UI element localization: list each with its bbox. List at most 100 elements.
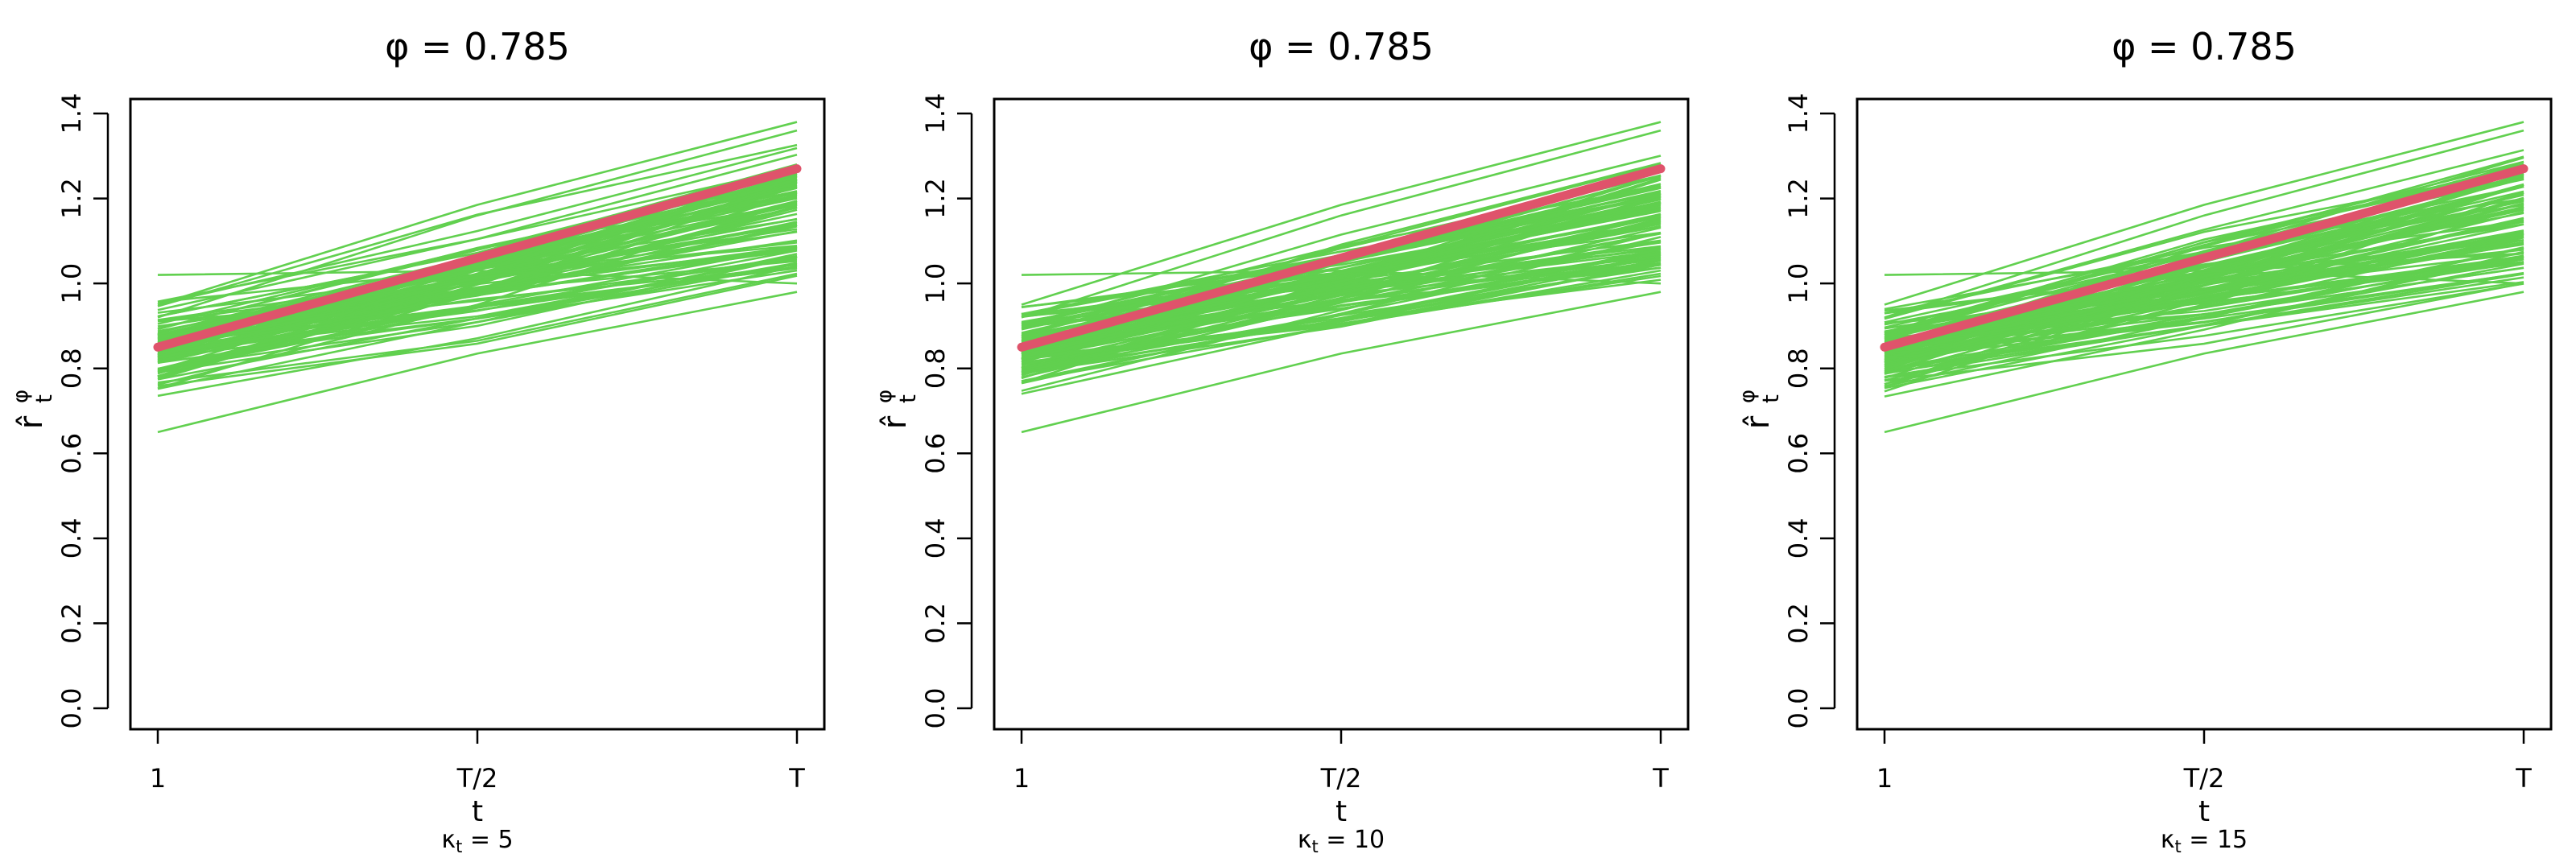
y-tick-label: 0.6 (56, 433, 87, 474)
simulated-series-line (1884, 200, 2524, 353)
simulated-series-line (1021, 196, 1662, 350)
y-axis-label: r̂ φt (9, 390, 57, 429)
simulated-series-line (1021, 185, 1662, 325)
x-axis-label: t (472, 795, 483, 828)
y-tick-label: 0.8 (920, 348, 951, 389)
simulated-series-line (157, 129, 798, 319)
x-tick-label: 1 (1013, 763, 1030, 794)
simulated-series-line (157, 146, 798, 306)
x-tick-label: T/2 (2183, 763, 2225, 794)
y-axis-label: r̂ φt (873, 390, 921, 429)
simulated-series-line (1884, 129, 2524, 319)
simulated-series-line (1021, 219, 1662, 367)
simulated-series-line (157, 262, 798, 364)
y-tick-label: 0.0 (1783, 688, 1814, 729)
svg-text:r̂: r̂ (1740, 415, 1777, 429)
panel-caption: κt = 15 (2161, 826, 2248, 856)
y-tick-label: 0.0 (920, 688, 951, 729)
y-tick-label: 1.0 (920, 263, 951, 304)
x-tick-label: T (1652, 763, 1669, 794)
y-tick-label: 0.8 (56, 348, 87, 389)
x-tick-label: T/2 (1320, 763, 1362, 794)
svg-text:t: t (1757, 394, 1784, 403)
y-tick-label: 0.2 (920, 603, 951, 644)
simulated-series-line (1884, 291, 2524, 434)
y-tick-label: 1.2 (1783, 178, 1814, 219)
simulated-series-line (1021, 121, 1662, 306)
simulated-series-bundle (1021, 121, 1662, 434)
simulated-series-line (1021, 129, 1662, 319)
simulated-series-line (157, 272, 798, 384)
panel-3: 0.00.20.40.60.81.01.21.41 T/2 Tφ = 0.785tκ… (1736, 25, 2553, 856)
y-tick-label: 0.6 (920, 433, 951, 474)
simulated-series-line (1884, 262, 2524, 348)
simulated-series-line (157, 291, 798, 434)
simulated-series-line (157, 228, 798, 321)
y-tick-label: 1.4 (56, 93, 87, 134)
svg-text:r̂: r̂ (877, 415, 914, 429)
simulated-series-line (1884, 204, 2524, 324)
simulated-series-line (1021, 262, 1662, 374)
svg-text:φ: φ (9, 390, 33, 403)
y-tick-label: 0.2 (56, 603, 87, 644)
y-tick-label: 0.0 (56, 688, 87, 729)
true-series-line (1017, 164, 1666, 352)
panel-1: 0.00.20.40.60.81.01.21.41 T/2 Tφ = 0.785tκ… (9, 25, 826, 856)
y-tick-label: 0.4 (920, 518, 951, 559)
simulated-series-line (157, 224, 798, 358)
simulated-series-line (1884, 233, 2524, 350)
true-series-line (1880, 164, 2529, 352)
true-series-line (153, 164, 802, 352)
simulated-series-line (1884, 168, 2524, 334)
simulated-series-line (157, 221, 798, 323)
x-axis-label: t (1335, 795, 1347, 828)
simulated-series-line (157, 260, 798, 346)
y-axis-label: r̂ φt (1736, 390, 1784, 429)
simulated-series-line (1021, 274, 1662, 360)
simulated-series-line (1884, 283, 2524, 378)
svg-text:r̂: r̂ (13, 415, 50, 429)
simulated-series-line (157, 121, 798, 306)
simulated-series-line (1884, 232, 2524, 368)
simulated-series-line (157, 274, 798, 387)
svg-text:φ: φ (1736, 390, 1760, 403)
y-tick-label: 1.0 (1783, 263, 1814, 304)
x-tick-label: 1 (150, 763, 166, 794)
simulated-series-line (1884, 250, 2524, 398)
panel-2: 0.00.20.40.60.81.01.21.41 T/2 Tφ = 0.785tκ… (873, 25, 1690, 856)
y-tick-label: 0.8 (1783, 348, 1814, 389)
simulated-series-bundle (157, 121, 798, 434)
svg-text:φ: φ (873, 390, 897, 403)
y-tick-label: 1.4 (920, 93, 951, 134)
y-tick-label: 0.4 (1783, 518, 1814, 559)
x-tick-label: 1 (1876, 763, 1893, 794)
x-tick-label: T (2515, 763, 2532, 794)
simulated-series-line (157, 270, 798, 285)
simulated-series-line (157, 201, 798, 332)
simulated-series-line (1021, 216, 1662, 347)
simulated-series-line (1021, 248, 1662, 373)
simulated-series-line (1021, 174, 1662, 359)
panel-caption: κt = 10 (1298, 826, 1385, 856)
simulated-series-line (1021, 231, 1662, 317)
simulated-series-line (1884, 220, 2524, 326)
simulated-series-line (1884, 149, 2524, 320)
x-tick-label: T/2 (456, 763, 498, 794)
simulated-series-line (1884, 270, 2524, 285)
x-tick-label: T (788, 763, 805, 794)
simulated-series-bundle (1884, 121, 2524, 434)
y-tick-label: 0.2 (1783, 603, 1814, 644)
simulated-series-line (1884, 196, 2524, 393)
y-tick-label: 1.2 (56, 178, 87, 219)
svg-text:t: t (31, 394, 57, 403)
simulated-series-line (157, 265, 798, 398)
x-axis-label: t (2198, 795, 2210, 828)
panel-caption: κt = 5 (441, 826, 513, 856)
simulated-series-line (157, 256, 798, 355)
y-tick-label: 0.6 (1783, 433, 1814, 474)
simulated-series-line (1021, 270, 1662, 285)
y-tick-label: 1.4 (1783, 93, 1814, 134)
panel-title: φ = 0.785 (2112, 25, 2297, 68)
simulated-series-line (1021, 278, 1662, 374)
